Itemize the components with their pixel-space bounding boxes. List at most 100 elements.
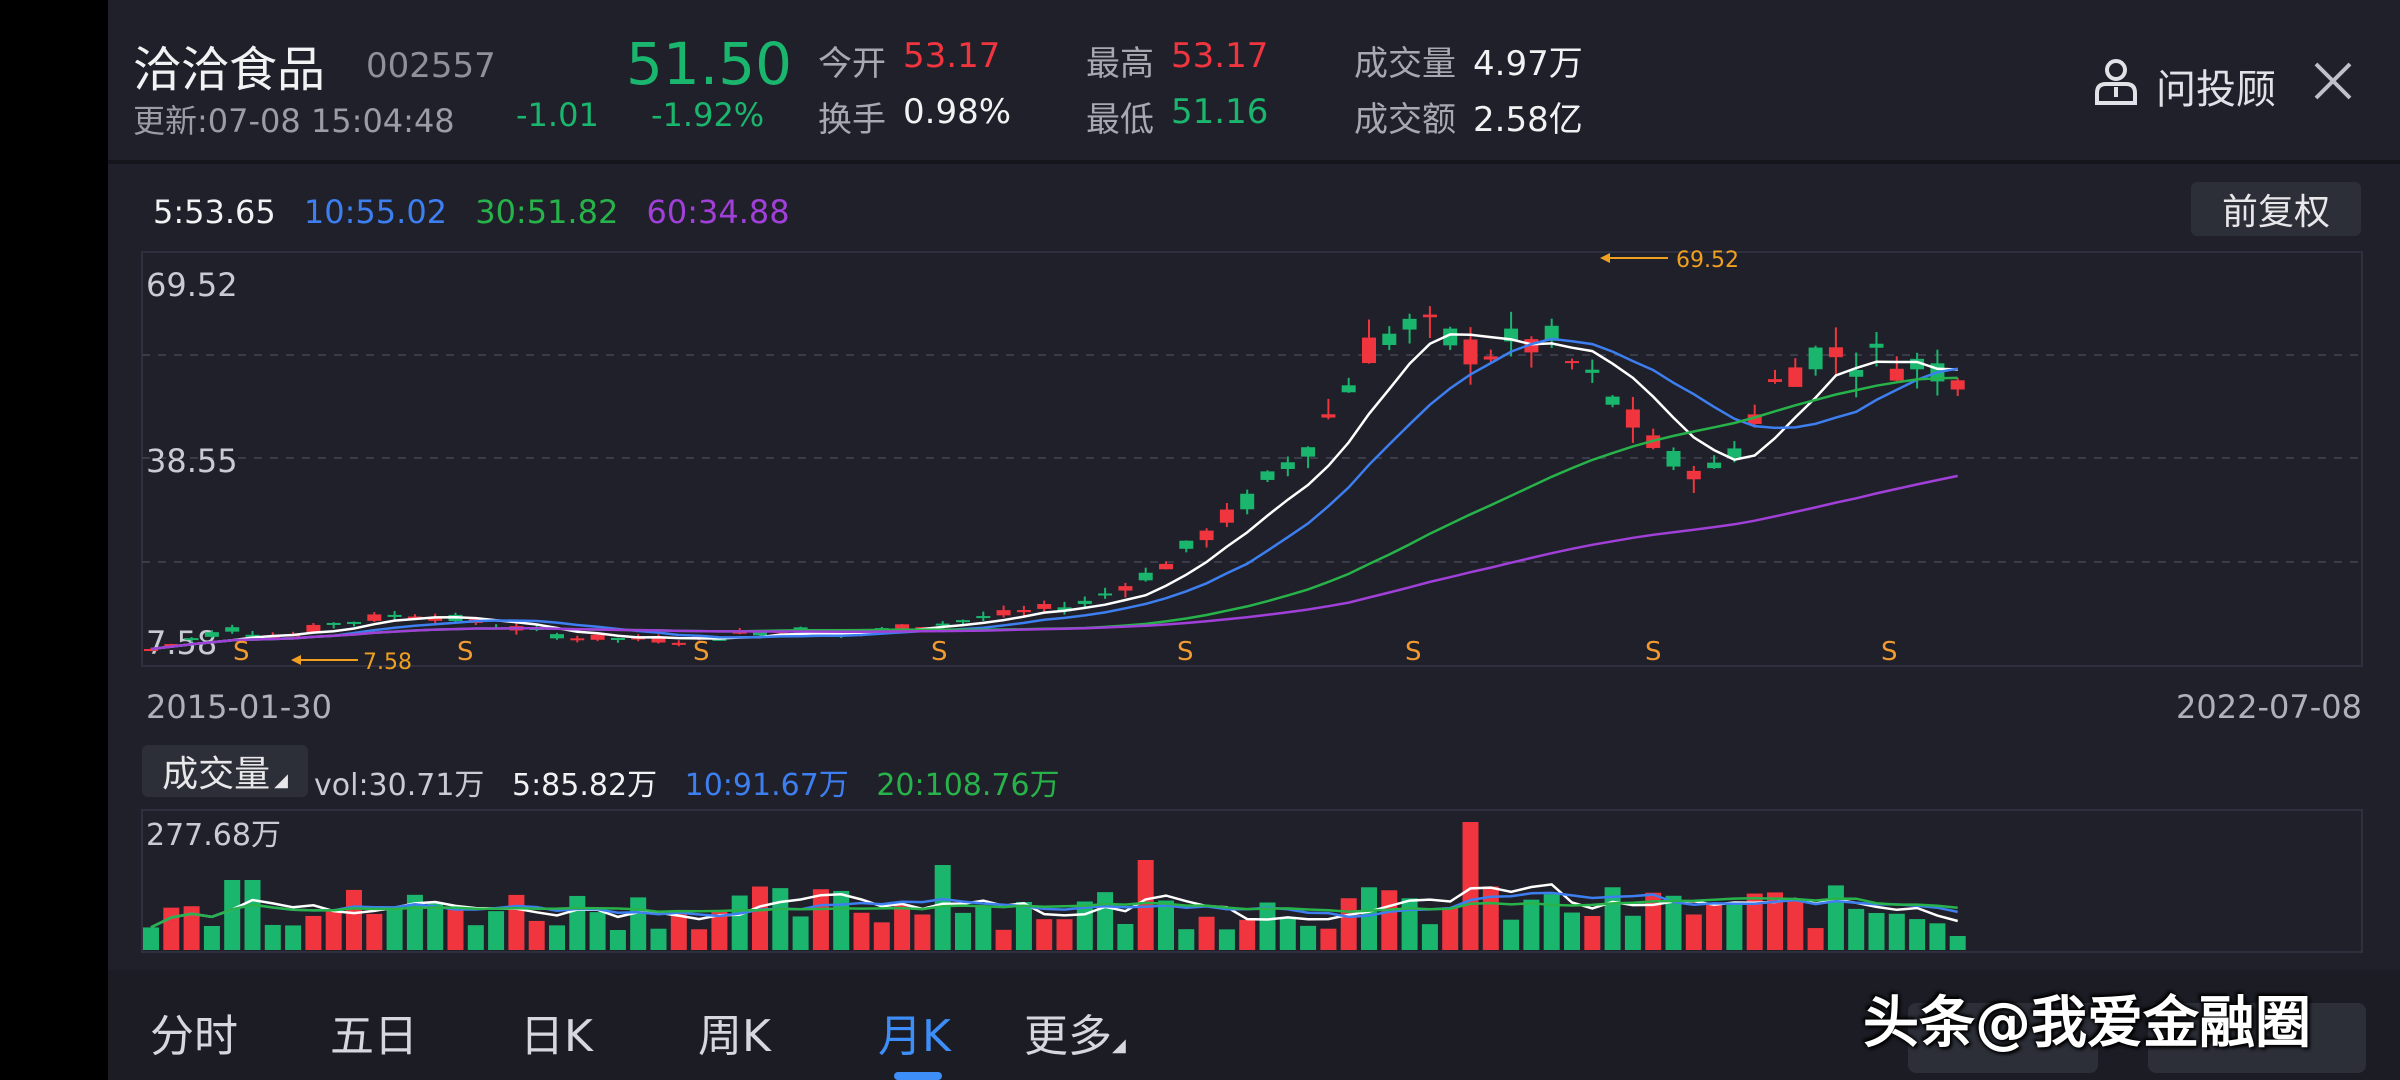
amount-value: 2.58亿 — [1473, 100, 1583, 140]
volume-bar — [1848, 908, 1865, 950]
volume-bar — [346, 889, 362, 950]
volume-bar — [1726, 904, 1743, 950]
candle-body — [265, 636, 280, 639]
ma-line — [150, 474, 1958, 651]
volume-ma-line — [150, 891, 1958, 929]
volume-ma-lines — [150, 883, 1959, 929]
adjust-mode-button[interactable]: 前复权 — [2191, 182, 2361, 236]
volume-bar — [1178, 929, 1195, 950]
volume-bar — [650, 928, 667, 950]
tab-daily-k[interactable]: 日K — [520, 1011, 593, 1062]
volume-bar — [569, 895, 586, 950]
volume-bar — [1340, 898, 1357, 950]
volume-bar — [305, 915, 322, 950]
candle-body — [204, 632, 219, 637]
candle-body — [753, 631, 767, 636]
volume-bar — [1259, 902, 1276, 950]
open-label: 今开 — [818, 44, 886, 84]
ma-line — [150, 333, 1958, 651]
candle-body — [1280, 462, 1295, 469]
tab-monthly-k[interactable]: 月K — [878, 1011, 951, 1062]
candle-body — [225, 627, 240, 632]
volume-bar — [143, 927, 159, 950]
candle-body — [895, 624, 910, 632]
candle-body — [1422, 314, 1437, 318]
volume-bar — [447, 909, 464, 950]
volume-indicator-button[interactable]: 成交量 ◢ — [142, 745, 308, 797]
volume-bar — [691, 929, 708, 950]
volume-bar — [711, 910, 728, 950]
volume-bar — [812, 889, 829, 950]
price-change-pct: -1.92% — [651, 96, 765, 134]
candle-body — [387, 614, 402, 617]
candle-body — [1910, 358, 1925, 370]
volume-bar — [731, 895, 748, 950]
watermark: 头条@我爱金融圈 — [1863, 991, 2311, 1056]
volume-bar — [1279, 918, 1296, 950]
stock-name: 洽洽食品 — [133, 42, 326, 98]
candle-body — [1159, 563, 1173, 570]
volume-bar — [325, 909, 342, 950]
moving-average-lines — [150, 333, 1958, 651]
ma5-value: 5:53.65 — [153, 193, 276, 231]
volume-bar — [873, 922, 890, 950]
candle-body — [367, 614, 382, 621]
candle-body — [1889, 368, 1904, 381]
candle-body — [1869, 343, 1884, 348]
volume-label: 成交量 — [1354, 44, 1456, 84]
ma-legend: 5:53.65 10:55.02 30:51.82 60:34.88 — [153, 193, 808, 231]
volume-bar — [1523, 899, 1540, 950]
volume-bar — [427, 902, 444, 950]
candle-body — [1362, 337, 1376, 364]
tab-five-day[interactable]: 五日 — [330, 1011, 418, 1062]
candle-body — [1179, 540, 1194, 549]
candle-body — [144, 649, 158, 652]
volume-bar — [1137, 860, 1154, 950]
volume-bar — [285, 925, 302, 950]
candle-body — [1118, 586, 1133, 591]
candle-body — [1544, 325, 1559, 341]
min-price-marker: 7.58 — [291, 650, 412, 675]
volume-bar — [1117, 923, 1134, 950]
stock-code: 002557 — [366, 46, 496, 86]
volume-bar — [1300, 925, 1317, 950]
s-signal: S — [693, 637, 710, 667]
candle-body — [1808, 347, 1823, 370]
candle-body — [1077, 600, 1092, 604]
volume-bar — [752, 886, 768, 950]
date-start: 2015-01-30 — [146, 688, 332, 726]
candlestick-series — [144, 306, 1965, 652]
volume-frame — [141, 809, 2363, 953]
volume-bar — [1807, 928, 1824, 950]
tab-more[interactable]: 更多◢ — [1024, 1000, 1126, 1064]
volume-bar — [772, 888, 789, 950]
candle-body — [1016, 610, 1031, 613]
advisor-user-icon[interactable] — [2093, 57, 2139, 107]
volume-bar — [833, 890, 850, 950]
volume-bar — [670, 910, 687, 950]
volume-bar — [995, 929, 1012, 950]
ma-line — [150, 337, 1958, 651]
candle-body — [1788, 367, 1803, 387]
candle-body — [1037, 604, 1052, 609]
candle-body — [671, 642, 686, 645]
current-price: 51.50 — [626, 30, 793, 98]
volume-bar — [467, 925, 484, 950]
tab-weekly-k[interactable]: 周K — [698, 1011, 771, 1062]
bottom-action-button[interactable] — [1908, 1003, 2098, 1073]
candle-body — [326, 622, 341, 625]
advisor-button[interactable]: 问投顾 — [2156, 67, 2276, 113]
s-signal: S — [1405, 637, 1422, 667]
volume-bar — [792, 916, 809, 950]
tab-intraday[interactable]: 分时 — [150, 1011, 238, 1062]
volume-bar — [1624, 915, 1641, 950]
volume-bar — [1949, 936, 1966, 950]
close-icon[interactable] — [2312, 60, 2354, 102]
bottom-action-button[interactable] — [2148, 1003, 2366, 1073]
volume-bar — [163, 907, 180, 950]
volume-indicator-label: 成交量 — [162, 754, 271, 795]
candle-body — [1240, 493, 1255, 510]
volume-bar — [1909, 919, 1926, 950]
